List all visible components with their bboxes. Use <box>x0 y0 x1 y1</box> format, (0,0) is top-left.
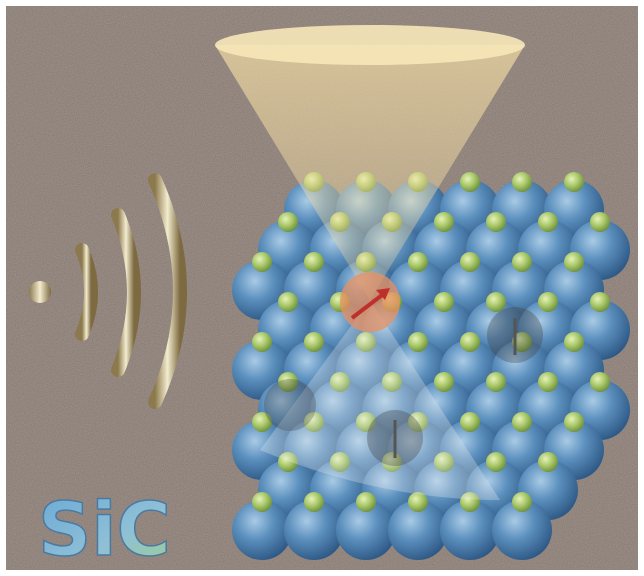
carbon-atom <box>564 412 584 432</box>
carbon-atom <box>278 452 298 472</box>
carbon-atom <box>512 332 532 352</box>
carbon-atom <box>538 452 558 472</box>
carbon-atom <box>538 212 558 232</box>
carbon-atom <box>460 332 480 352</box>
wave-arc <box>75 243 98 341</box>
lower-cone <box>260 300 500 500</box>
carbon-atom <box>356 332 376 352</box>
silicon-atom <box>336 500 396 560</box>
spin-site <box>264 379 316 431</box>
carbon-atom <box>434 452 454 472</box>
carbon-atom <box>252 412 272 432</box>
silicon-atom <box>388 500 448 560</box>
carbon-atom <box>590 292 610 312</box>
wave-arc <box>148 173 187 409</box>
silicon-atom <box>284 500 344 560</box>
carbon-atom <box>564 332 584 352</box>
wave-arc <box>111 208 141 377</box>
spin-arrow <box>350 290 388 320</box>
carbon-atom <box>486 452 506 472</box>
carbon-atom <box>278 292 298 312</box>
carbon-atom <box>304 412 324 432</box>
carbon-atom <box>304 332 324 352</box>
cone-top <box>215 25 525 65</box>
carbon-atom <box>252 252 272 272</box>
carbon-atom <box>460 252 480 272</box>
carbon-atom <box>252 332 272 352</box>
carbon-atom <box>590 212 610 232</box>
carbon-atom <box>434 212 454 232</box>
silicon-atom <box>440 500 500 560</box>
carbon-atom <box>460 172 480 192</box>
carbon-atom <box>304 492 324 512</box>
carbon-atom <box>460 492 480 512</box>
carbon-atom <box>512 252 532 272</box>
source-dot <box>29 281 51 303</box>
carbon-atom <box>434 292 454 312</box>
carbon-atom <box>408 412 428 432</box>
carbon-atom <box>486 372 506 392</box>
carbon-atom <box>356 412 376 432</box>
carbon-atom <box>564 252 584 272</box>
carbon-atom <box>460 412 480 432</box>
crystal <box>232 172 630 560</box>
carbon-atom <box>278 212 298 232</box>
carbon-atom <box>538 372 558 392</box>
carbon-atom <box>408 492 428 512</box>
carbon-atom <box>512 492 532 512</box>
carbon-atom <box>590 372 610 392</box>
carbon-atom <box>538 292 558 312</box>
logo-text: SiC <box>38 487 171 573</box>
carbon-atom <box>278 372 298 392</box>
carbon-atom <box>382 452 402 472</box>
carbon-atom <box>486 292 506 312</box>
carbon-atom <box>382 372 402 392</box>
carbon-atom <box>252 492 272 512</box>
carbon-atom <box>434 372 454 392</box>
carbon-atom <box>408 332 428 352</box>
silicon-atom <box>232 500 292 560</box>
carbon-atom <box>330 452 350 472</box>
carbon-atom <box>486 212 506 232</box>
carbon-atom <box>304 252 324 272</box>
carbon-atom <box>564 172 584 192</box>
carbon-atom <box>408 252 428 272</box>
carbon-atom <box>330 372 350 392</box>
carbon-atom <box>356 492 376 512</box>
light-cone <box>215 45 525 300</box>
carbon-atom <box>512 172 532 192</box>
silicon-atom <box>492 500 552 560</box>
spin-arrow-head <box>376 288 390 300</box>
carbon-atom <box>512 412 532 432</box>
